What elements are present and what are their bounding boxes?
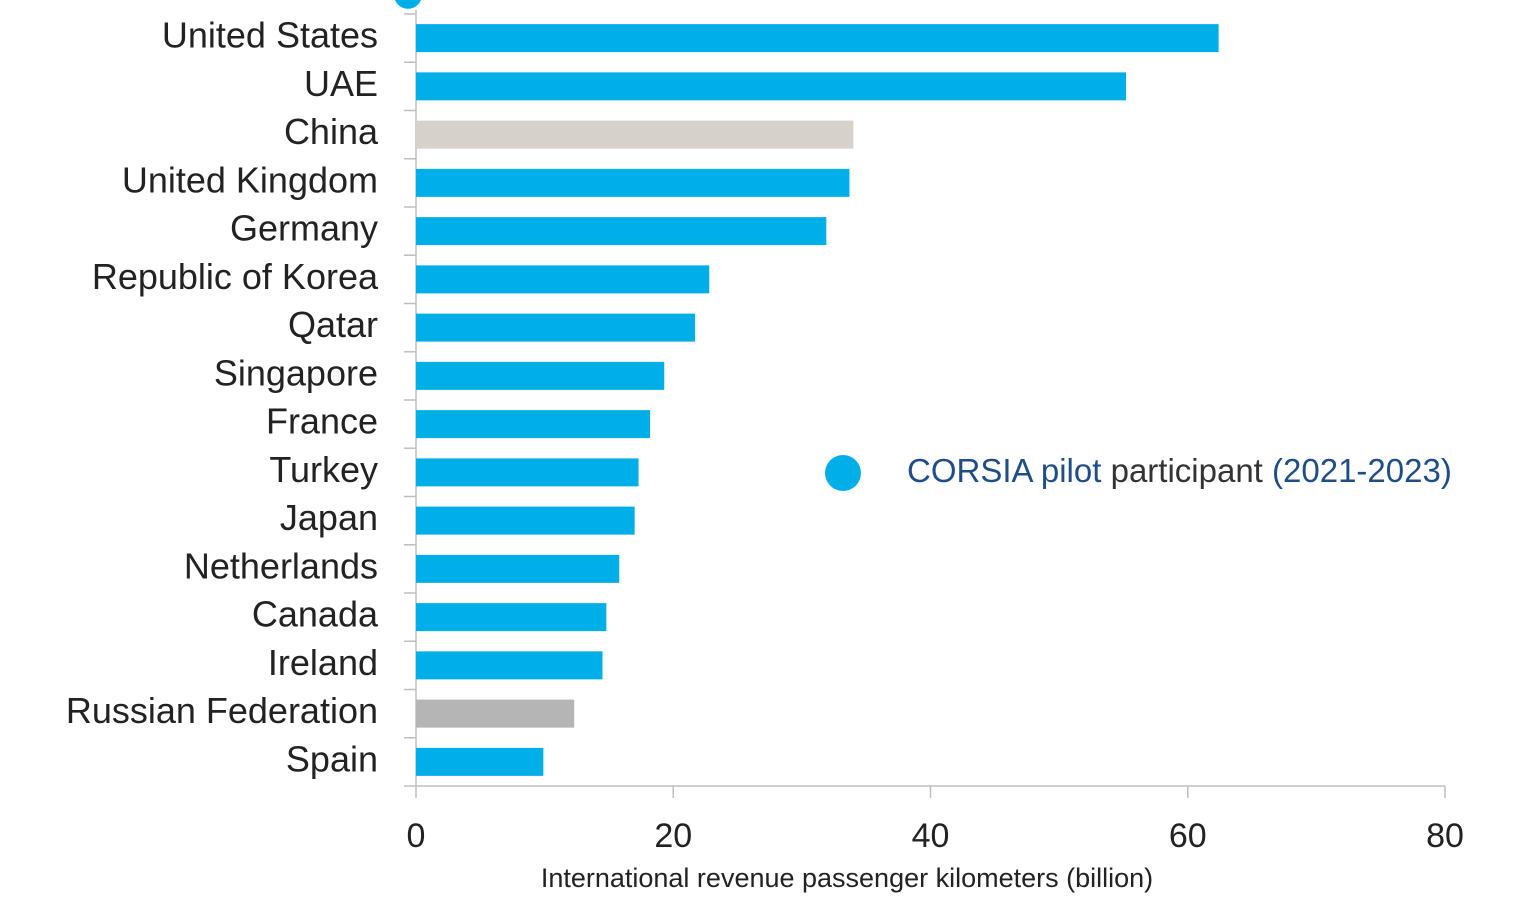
bar xyxy=(416,72,1127,101)
bar xyxy=(416,120,854,149)
bar xyxy=(416,458,639,487)
x-tick-label: 20 xyxy=(654,817,692,855)
bar xyxy=(416,265,710,294)
legend-swatch xyxy=(825,455,861,491)
bar xyxy=(416,24,1219,53)
y-tick-label: Netherlands xyxy=(184,545,378,586)
bar xyxy=(416,168,850,197)
x-axis-title: International revenue passenger kilomete… xyxy=(541,863,1153,893)
bar xyxy=(416,410,651,439)
x-tick-label: 80 xyxy=(1426,817,1464,855)
bar xyxy=(416,506,635,535)
bar xyxy=(416,747,544,776)
y-tick-label: United Kingdom xyxy=(122,159,378,200)
x-tick-label: 0 xyxy=(407,817,426,855)
y-tick-label: Canada xyxy=(252,594,379,635)
legend-part: participant xyxy=(1111,452,1263,489)
y-tick-label: Russian Federation xyxy=(66,690,378,731)
y-tick-label: Japan xyxy=(280,497,378,538)
y-tick-label: Republic of Korea xyxy=(92,256,379,297)
x-tick-label: 40 xyxy=(912,817,950,855)
y-tick-label: Qatar xyxy=(288,304,378,345)
y-tick-label: Spain xyxy=(286,738,378,779)
y-tick-label: UAE xyxy=(304,63,378,104)
y-tick-label: Ireland xyxy=(268,642,378,683)
bar xyxy=(416,217,827,246)
legend-part: CORSIA pilot xyxy=(907,452,1101,489)
x-tick-label: 60 xyxy=(1169,817,1207,855)
y-tick-label: China xyxy=(284,111,379,152)
bar xyxy=(416,651,603,680)
bar xyxy=(416,313,696,342)
bar xyxy=(416,361,665,390)
bar xyxy=(416,554,620,583)
bar xyxy=(416,699,575,728)
y-tick-label: France xyxy=(266,401,378,442)
y-tick-label: Turkey xyxy=(269,449,378,490)
legend-text: CORSIA pilot participant (2021-2023) xyxy=(907,452,1452,489)
bar xyxy=(416,603,607,632)
decoration xyxy=(395,0,421,9)
y-tick-label: Singapore xyxy=(214,352,378,393)
legend-part: (2021-2023) xyxy=(1272,452,1452,489)
y-tick-label: United States xyxy=(162,15,378,56)
y-tick-label: Germany xyxy=(230,208,378,249)
